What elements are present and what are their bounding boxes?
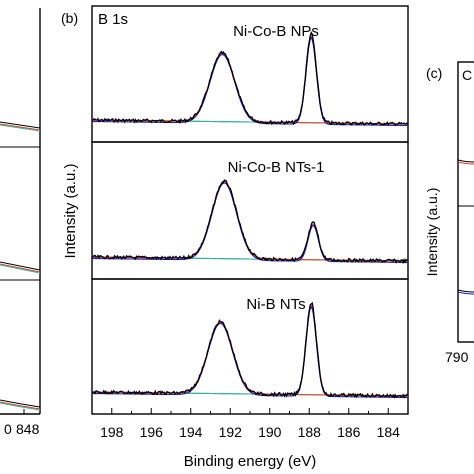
- right-partial-y-axis-label: Intensity (a.u.): [424, 188, 440, 277]
- peak-component-oxidized: [91, 321, 409, 397]
- x-tick-label: 184: [377, 424, 401, 440]
- peak-component-elemental: [91, 304, 409, 397]
- measured-spectrum-line: [91, 179, 409, 265]
- left-partial-panel: 0 848: [0, 8, 41, 437]
- sample-label: Ni-Co-B NTs-1: [228, 159, 325, 176]
- x-axis-label: Binding energy (eV): [184, 453, 317, 470]
- fitted-envelope-line: [91, 35, 409, 125]
- spectra-panels: Ni-Co-B NPs Ni-Co-B NTs-1 Ni-B NTs: [91, 5, 409, 415]
- right-partial-panel-label: C: [462, 67, 472, 83]
- right-partial-panel: (c) C Intensity (a.u.) 790: [424, 61, 474, 365]
- x-tick-label: 198: [100, 424, 124, 440]
- spectrum-panel-2: Ni-Co-B NTs-1: [91, 141, 409, 280]
- spectrum-panel-3: Ni-B NTs: [91, 278, 409, 415]
- peak-component-elemental: [91, 223, 409, 262]
- peak-component-oxidized: [91, 52, 409, 125]
- sample-label: Ni-Co-B NPs: [233, 23, 319, 40]
- x-tick-label: 186: [337, 424, 361, 440]
- peak-component-elemental: [91, 35, 409, 125]
- x-tick-label: 190: [258, 424, 282, 440]
- core-level-label: B 1s: [98, 11, 128, 28]
- fitted-sum-line: [91, 305, 409, 399]
- measured-spectrum-line: [91, 30, 409, 127]
- x-tick-label: 194: [179, 424, 203, 440]
- right-partial-tick-label: 790: [445, 349, 469, 365]
- sample-label: Ni-B NTs: [246, 296, 305, 313]
- panel-b-letter: (b): [61, 10, 78, 26]
- x-tick-label: 192: [219, 424, 243, 440]
- y-axis-label: Intensity (a.u.): [62, 163, 79, 258]
- left-tick-label-848: 848: [16, 421, 40, 437]
- fitted-envelope-line: [91, 304, 409, 397]
- fitted-sum-line: [91, 36, 409, 127]
- spectrum-panel-1: Ni-Co-B NPs: [91, 5, 409, 143]
- left-tick-label-partial: 0: [4, 421, 12, 437]
- x-tick-label: 188: [298, 424, 322, 440]
- measured-spectrum-line: [91, 301, 409, 399]
- panel-c-letter: (c): [426, 65, 442, 81]
- x-tick-label: 196: [140, 424, 164, 440]
- x-axis-ticks: 198 196 194 192 190 188 186 184: [91, 408, 409, 440]
